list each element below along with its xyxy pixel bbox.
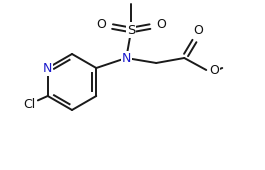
Text: N: N	[43, 62, 52, 74]
Text: O: O	[209, 64, 219, 78]
Text: O: O	[193, 23, 203, 37]
Text: S: S	[127, 23, 135, 37]
Text: N: N	[122, 52, 131, 64]
Text: O: O	[96, 19, 106, 31]
Text: Cl: Cl	[24, 98, 36, 111]
Text: O: O	[156, 19, 166, 31]
